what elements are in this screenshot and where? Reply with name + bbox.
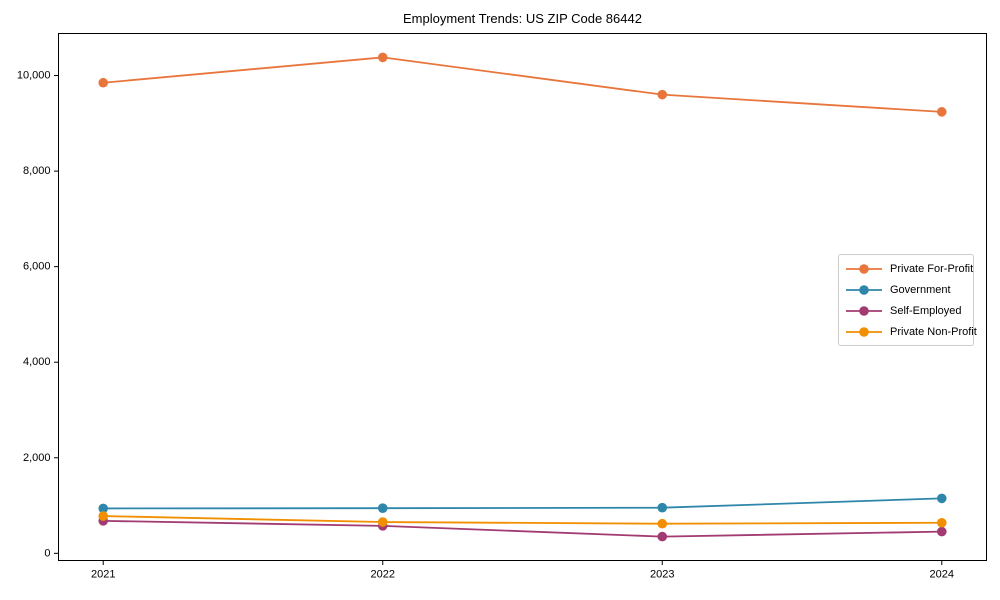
data-point-private-for-profit <box>936 107 947 117</box>
series-private-non-profit <box>98 511 947 529</box>
x-tick-label: 2023 <box>650 569 674 581</box>
data-point-private-for-profit <box>377 52 388 63</box>
axes-frame <box>58 33 987 561</box>
series-line-government <box>103 497 942 510</box>
data-point-private-non-profit <box>936 517 947 528</box>
legend-label: Government <box>890 283 951 296</box>
data-point-private-non-profit <box>657 518 668 529</box>
x-tick-label: 2022 <box>370 569 394 581</box>
x-tick-label: 2021 <box>91 569 115 581</box>
legend-marker-icon <box>846 284 882 295</box>
data-point-private-non-profit <box>98 511 109 521</box>
legend-label: Self-Employed <box>890 304 962 317</box>
series-government <box>98 493 947 514</box>
data-point-government <box>98 503 109 514</box>
legend-marker-icon <box>846 263 882 274</box>
data-point-self-employed <box>936 526 947 537</box>
data-point-government <box>377 503 388 513</box>
y-tick-label: 8,000 <box>23 165 51 177</box>
legend-item-government: Government <box>846 279 966 300</box>
series-line-private-for-profit <box>103 56 942 113</box>
legend-marker-icon <box>846 305 882 316</box>
legend-item-private-for-profit: Private For-Profit <box>846 258 973 279</box>
y-tick-label: 4,000 <box>23 356 51 368</box>
legend-item-private-non-profit: Private Non-Profit <box>846 321 977 342</box>
y-tick-label: 10,000 <box>17 70 51 82</box>
data-point-self-employed <box>657 531 668 542</box>
series-line-private-non-profit <box>103 515 942 525</box>
series-line-self-employed <box>103 519 942 538</box>
y-tick-label: 2,000 <box>23 452 51 464</box>
x-axis: 2021 2022 2023 2024 <box>91 560 954 581</box>
data-point-government <box>936 493 947 504</box>
data-point-private-non-profit <box>377 517 388 527</box>
y-tick-label: 6,000 <box>23 261 51 273</box>
legend-label: Private Non-Profit <box>890 325 977 338</box>
data-point-private-for-profit <box>657 89 668 100</box>
legend-label: Private For-Profit <box>890 262 974 275</box>
legend-marker-icon <box>846 326 882 337</box>
x-tick-label: 2024 <box>930 569 954 581</box>
series-self-employed <box>98 516 947 542</box>
legend-item-self-employed: Self-Employed <box>846 300 966 321</box>
y-tick-label: 0 <box>44 547 50 559</box>
legend: Private For-Profit Government Self-Employe… <box>838 254 977 346</box>
data-point-private-for-profit <box>98 77 109 88</box>
chart-title: Employment Trends: US ZIP Code 86442 <box>403 11 642 26</box>
series-private-for-profit <box>98 52 947 117</box>
y-axis: 0 2,000 4,000 6,000 8,000 10,000 <box>17 70 59 559</box>
data-point-government <box>657 502 668 513</box>
